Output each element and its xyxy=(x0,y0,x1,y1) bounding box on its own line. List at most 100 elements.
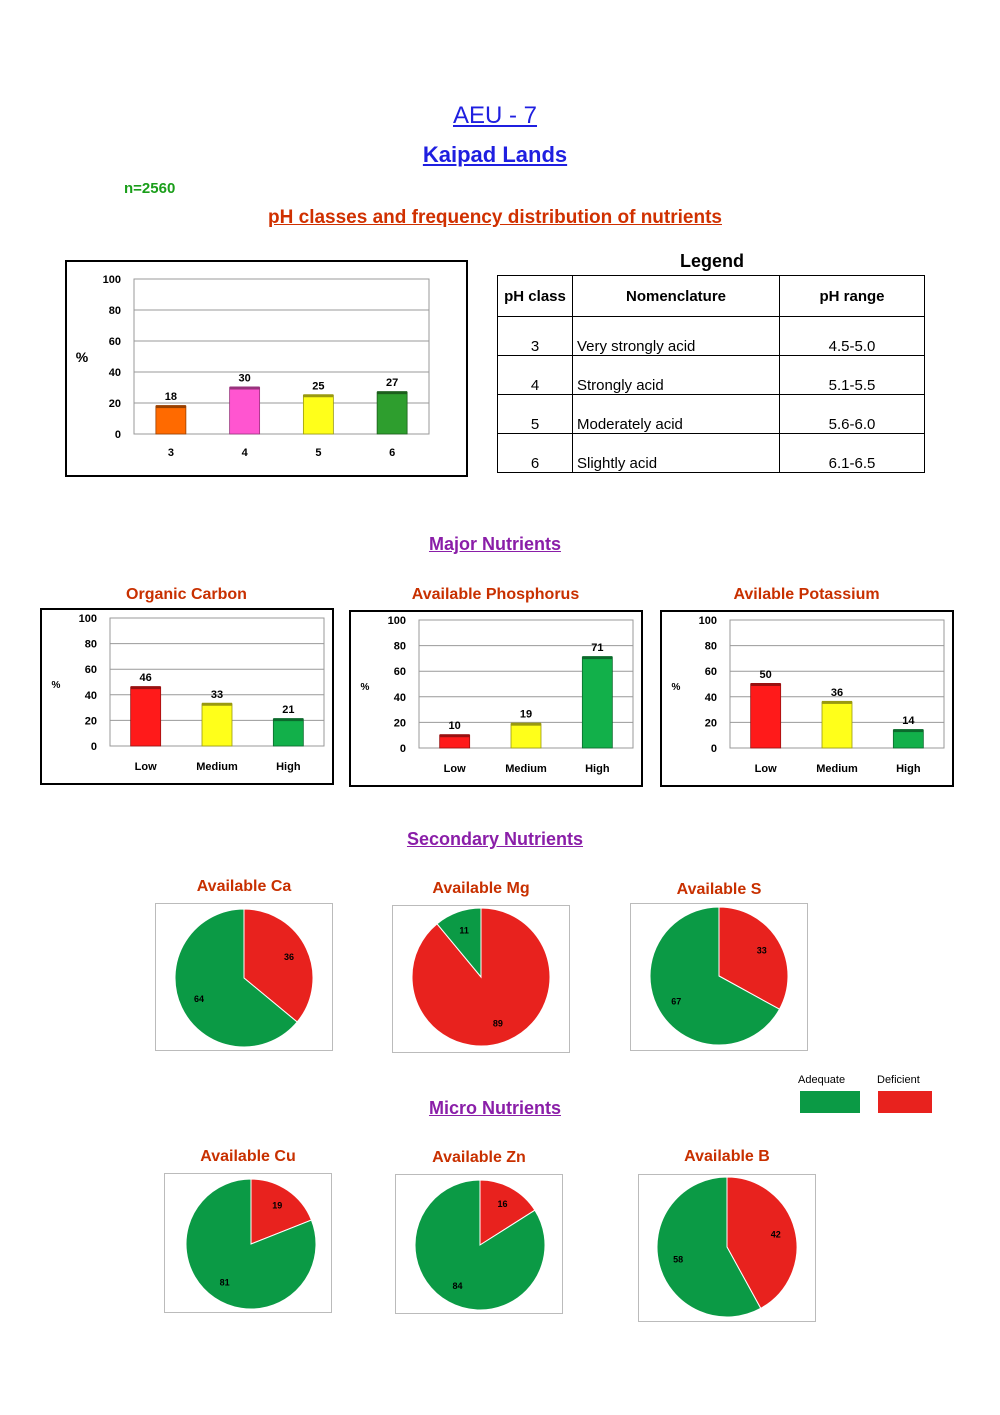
legend-nomenclature: Strongly acid xyxy=(572,355,780,395)
bar-cap xyxy=(893,729,924,733)
y-tick-label: 40 xyxy=(85,690,97,702)
x-tick-label: 4 xyxy=(242,447,249,459)
zn-pie-frame: 16 84 xyxy=(395,1174,563,1314)
x-tick-label: High xyxy=(896,763,921,775)
phosphorus-chart: 0 20 40 60 80 100% 10 Low 19 Medium 71 High xyxy=(361,615,634,775)
bar xyxy=(272,718,304,747)
legend-nomenclature: Moderately acid xyxy=(572,394,780,434)
section-ph-heading: pH classes and frequency distribution of… xyxy=(268,207,722,228)
deficient-legend-label: Deficient xyxy=(877,1074,920,1086)
organic-carbon-title: Organic Carbon xyxy=(126,586,247,603)
legend-nomenclature: Very strongly acid xyxy=(572,316,780,356)
x-tick-label: Low xyxy=(755,763,777,775)
mg-pie-frame: 89 11 xyxy=(392,905,570,1053)
bar-cap xyxy=(439,734,470,738)
bar xyxy=(581,656,613,749)
section-micro-heading: Micro Nutrients xyxy=(428,1098,561,1118)
deficient-legend-swatch xyxy=(878,1091,932,1113)
data-label: 19 xyxy=(520,709,532,721)
x-tick-label: Low xyxy=(444,763,466,775)
data-label: 27 xyxy=(386,377,398,389)
bar xyxy=(155,405,187,435)
legend-row: 4 Strongly acid 5.1-5.5 xyxy=(497,355,925,395)
section-major-heading: Major Nutrients xyxy=(428,534,561,554)
bar xyxy=(750,683,782,749)
pie-slice xyxy=(718,906,789,1010)
y-tick-label: 80 xyxy=(109,305,121,317)
y-tick-label: 80 xyxy=(394,641,406,653)
bar xyxy=(130,686,162,747)
pie-data-label: 89 xyxy=(493,1019,503,1029)
bar-cap xyxy=(273,718,304,722)
ph-chart-frame: 0 20 40 60 80 100% 18 3 30 4 25 5 27 6 xyxy=(65,260,468,477)
y-tick-label: 80 xyxy=(705,641,717,653)
bar-cap xyxy=(155,405,186,409)
pie-slice xyxy=(174,908,298,1048)
pie-slice xyxy=(185,1178,317,1310)
bar xyxy=(821,701,853,749)
y-tick-label: 0 xyxy=(400,743,406,755)
potassium-title: Avilable Potassium xyxy=(733,586,880,603)
pie-slice xyxy=(656,1176,762,1318)
legend-row: 3 Very strongly acid 4.5-5.0 xyxy=(497,316,925,356)
bar xyxy=(302,394,334,435)
pie-slice xyxy=(411,907,551,1047)
bar-cap xyxy=(377,391,408,395)
y-tick-label: 60 xyxy=(85,664,97,676)
legend-header-row: pH class Nomenclature pH range xyxy=(497,275,925,317)
ca-title: Available Ca xyxy=(196,878,292,895)
s-pie-frame: 33 67 xyxy=(630,903,808,1051)
pie-slice xyxy=(436,907,482,979)
x-tick-label: 5 xyxy=(315,447,321,459)
pie-data-label: 33 xyxy=(757,946,767,956)
legend-class: 5 xyxy=(497,394,573,434)
y-tick-label: 100 xyxy=(103,274,121,286)
legend-row: 6 Slightly acid 6.1-6.5 xyxy=(497,433,925,473)
pie-data-label: 67 xyxy=(671,996,681,1006)
s-title: Available S xyxy=(676,881,762,898)
bar xyxy=(376,391,408,435)
pie-slice xyxy=(649,906,781,1046)
x-tick-label: High xyxy=(276,761,301,773)
pie-data-label: 19 xyxy=(272,1200,282,1210)
pie-data-label: 84 xyxy=(452,1281,462,1291)
y-tick-label: 100 xyxy=(699,615,717,627)
zn-title: Available Zn xyxy=(432,1149,526,1166)
y-tick-label: 80 xyxy=(85,639,97,651)
y-axis-label: % xyxy=(52,680,61,691)
organic-carbon-chart: 0 20 40 60 80 100% 46 Low 33 Medium 21 High xyxy=(52,613,325,773)
pie-data-label: 16 xyxy=(498,1199,508,1209)
potassium-chart: 0 20 40 60 80 100% 50 Low 36 Medium 14 High xyxy=(672,615,945,775)
bar-cap xyxy=(822,700,852,704)
y-tick-label: 60 xyxy=(109,336,121,348)
data-label: 50 xyxy=(760,669,772,681)
y-tick-label: 20 xyxy=(109,398,121,410)
potassium-frame: 0 20 40 60 80 100% 50 Low 36 Medium 14 High xyxy=(660,610,954,787)
legend-class: 3 xyxy=(497,316,573,356)
page-subtitle: Kaipad Lands xyxy=(422,142,568,167)
x-tick-label: Medium xyxy=(196,761,238,773)
ca-pie-chart: 36 64 xyxy=(174,908,314,1048)
y-tick-label: 20 xyxy=(85,715,97,727)
mg-pie-chart: 89 11 xyxy=(411,907,551,1047)
bar xyxy=(201,703,233,747)
bar-cap xyxy=(303,394,334,398)
adequate-legend-label: Adequate xyxy=(798,1074,846,1086)
y-tick-label: 0 xyxy=(115,429,121,441)
legend-range: 4.5-5.0 xyxy=(779,316,925,356)
y-axis-label: % xyxy=(672,682,681,693)
bar-cap xyxy=(130,686,161,690)
pie-slice xyxy=(479,1179,536,1246)
y-tick-label: 0 xyxy=(91,741,97,753)
data-label: 18 xyxy=(165,391,177,403)
y-axis-label: % xyxy=(361,682,370,693)
legend-header-class: pH class xyxy=(497,275,573,317)
legend-class: 4 xyxy=(497,355,573,395)
data-label: 25 xyxy=(312,380,324,392)
s-pie-chart: 33 67 xyxy=(649,906,789,1046)
bar-cap xyxy=(229,386,260,390)
bar xyxy=(510,723,542,749)
data-label: 30 xyxy=(239,373,251,385)
